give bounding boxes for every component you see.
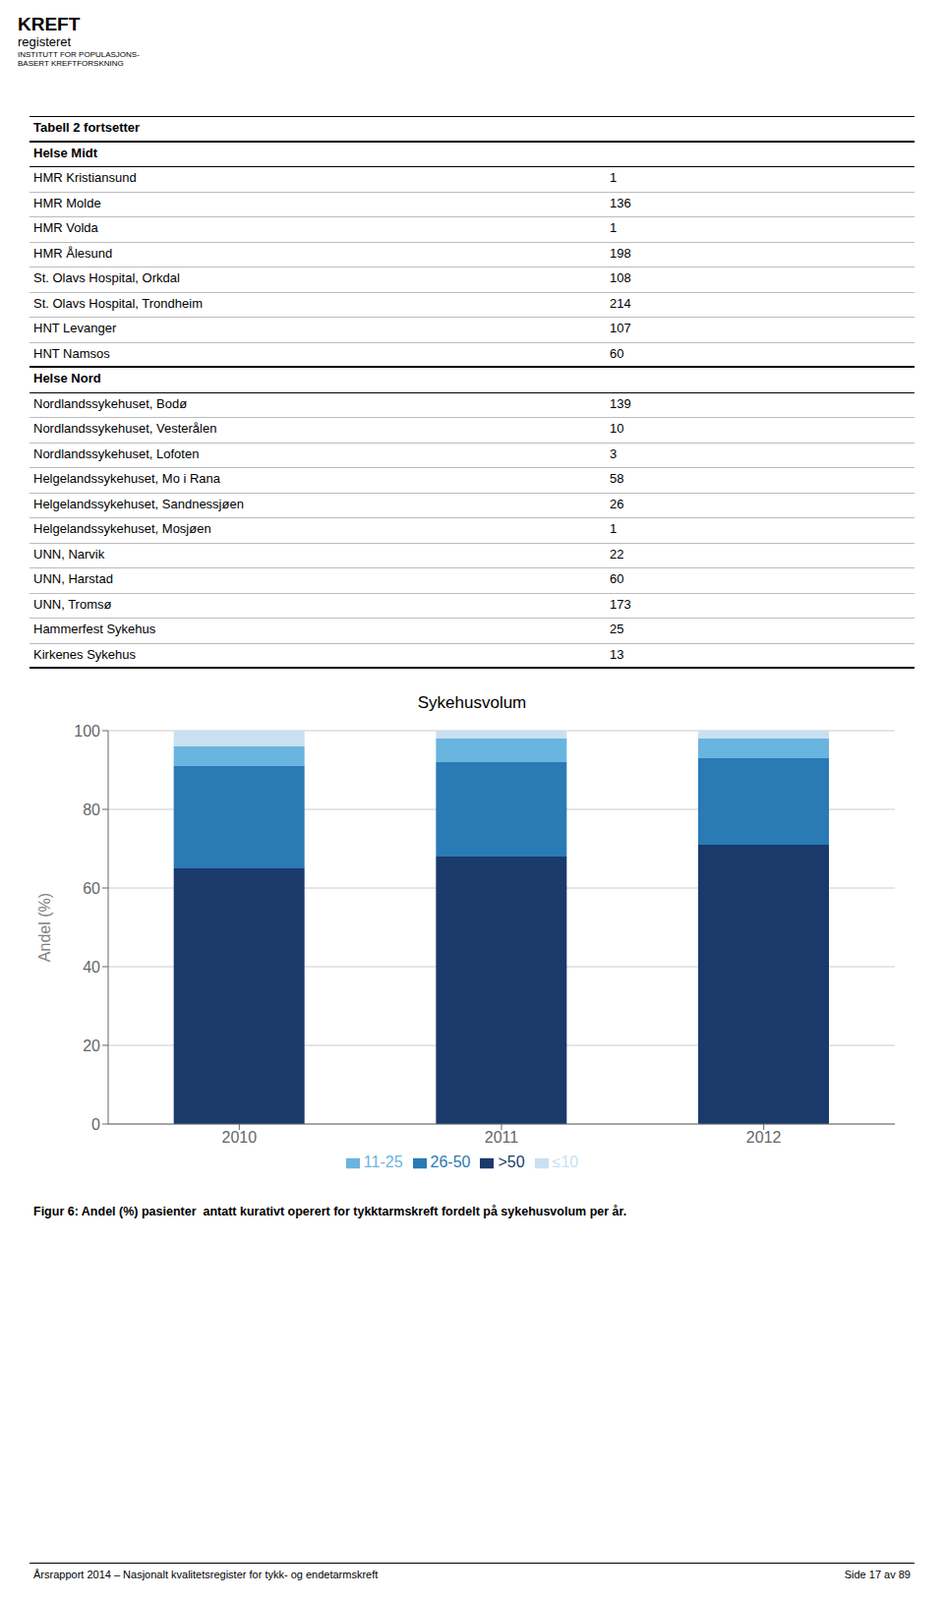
svg-text:Andel (%): Andel (%): [36, 892, 54, 962]
html-text:HNT Levanger: HNT Levanger: [33, 320, 117, 336]
html-text:Kirkenes Sykehus: Kirkenes Sykehus: [33, 646, 136, 662]
svg-text:2012: 2012: [746, 1128, 782, 1146]
html-text:Helse Midt: Helse Midt: [33, 145, 98, 160]
html-text:HMR Molde: HMR Molde: [33, 195, 101, 210]
html-text:UNN, Narvik: UNN, Narvik: [33, 546, 105, 561]
html-text:214: 214: [609, 295, 632, 311]
html-text:UNN, Harstad: UNN, Harstad: [33, 571, 113, 587]
html-text:St. Olavs Hospital, Orkdal: St. Olavs Hospital, Orkdal: [33, 270, 180, 286]
html-text:108: 108: [609, 270, 632, 286]
html-text:HMR Kristiansund: HMR Kristiansund: [33, 170, 137, 185]
html-text:3: 3: [609, 445, 617, 461]
html-text:Helse Nord: Helse Nord: [33, 370, 101, 386]
html-text:139: 139: [609, 395, 632, 411]
html-text:Figur 6: Andel (%) pasienter a: Figur 6: Andel (%) pasienter antatt kura…: [33, 1204, 627, 1219]
svg-text:40: 40: [82, 958, 101, 976]
html-text:Nordlandssykehuset, Lofoten: Nordlandssykehuset, Lofoten: [33, 445, 200, 461]
svg-text:2011: 2011: [484, 1128, 520, 1146]
html-text:HMR Ålesund: HMR Ålesund: [33, 245, 113, 261]
html-text:Side 17 av 89: Side 17 av 89: [844, 1568, 911, 1581]
svg-text:2010: 2010: [222, 1128, 258, 1146]
html-text:22: 22: [609, 546, 624, 561]
html-text:1: 1: [609, 521, 617, 536]
html-text:10: 10: [609, 420, 624, 436]
html-text:HMR Volda: HMR Volda: [33, 220, 99, 236]
html-text:13: 13: [609, 646, 624, 662]
html-text:HNT Namsos: HNT Namsos: [33, 345, 110, 361]
svg-text:20: 20: [82, 1037, 101, 1055]
html-text:St. Olavs Hospital, Trondheim: St. Olavs Hospital, Trondheim: [33, 295, 203, 311]
html-text:11-25: 11-25: [363, 1153, 403, 1171]
svg-text:100: 100: [73, 722, 101, 740]
html-text:>50: >50: [498, 1153, 525, 1171]
svg-text:80: 80: [82, 801, 101, 819]
svg-text:60: 60: [82, 880, 101, 897]
html-text:60: 60: [609, 571, 624, 587]
html-text:Helgelandssykehuset, Mo i Rana: Helgelandssykehuset, Mo i Rana: [33, 471, 221, 486]
html-text:1: 1: [609, 220, 617, 236]
html-text:BASERT KREFTFORSKNING: BASERT KREFTFORSKNING: [17, 59, 124, 68]
html-text:25: 25: [609, 621, 624, 637]
html-text:58: 58: [609, 471, 624, 486]
html-text:107: 107: [609, 320, 632, 336]
html-text:Tabell 2 fortsetter: Tabell 2 fortsetter: [33, 119, 140, 135]
html-text:26: 26: [609, 496, 624, 511]
html-text:≤10: ≤10: [552, 1153, 579, 1171]
html-text:1: 1: [609, 170, 617, 185]
html-text:Sykehusvolum: Sykehusvolum: [417, 693, 527, 712]
html-text:INSTITUTT FOR POPULASJONS-: INSTITUTT FOR POPULASJONS-: [17, 49, 140, 59]
svg-text:0: 0: [91, 1116, 101, 1133]
html-text:173: 173: [609, 596, 632, 612]
html-text:198: 198: [609, 245, 632, 261]
html-text:60: 60: [609, 345, 624, 361]
html-text:26-50: 26-50: [430, 1153, 471, 1171]
html-text:KREFT: KREFT: [17, 13, 80, 35]
html-text:Nordlandssykehuset, Bodø: Nordlandssykehuset, Bodø: [33, 395, 187, 411]
html-text:Nordlandssykehuset, Vesterålen: Nordlandssykehuset, Vesterålen: [33, 420, 217, 436]
html-text:Årsrapport 2014 – Nasjonalt kv: Årsrapport 2014 – Nasjonalt kvalitetsreg…: [33, 1568, 378, 1581]
html-text:Helgelandssykehuset, Sandnessj: Helgelandssykehuset, Sandnessjøen: [33, 496, 244, 511]
html-text:Helgelandssykehuset, Mosjøen: Helgelandssykehuset, Mosjøen: [33, 521, 212, 536]
html-text:136: 136: [609, 195, 632, 210]
html-text:UNN, Tromsø: UNN, Tromsø: [33, 596, 112, 612]
html-text:Hammerfest Sykehus: Hammerfest Sykehus: [33, 621, 156, 637]
html-text:registeret: registeret: [17, 34, 71, 49]
